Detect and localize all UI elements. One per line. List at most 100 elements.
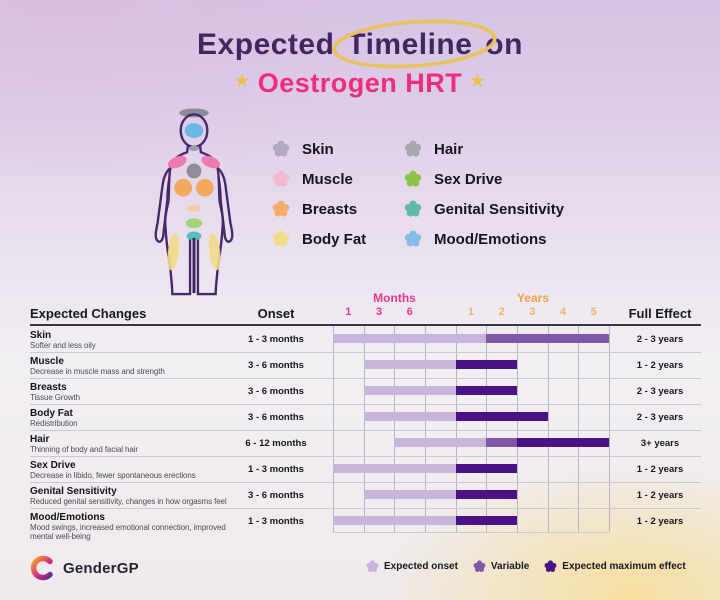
bar-segment-onset bbox=[333, 516, 456, 525]
legend-item-label: Genital Sensitivity bbox=[434, 201, 564, 218]
row-name: Skin bbox=[30, 330, 51, 341]
variable-flower-icon bbox=[473, 560, 486, 573]
legend-onset: Expected onset bbox=[366, 560, 458, 573]
bar-color-legend: Expected onset Variable Expected maximum e… bbox=[366, 560, 686, 573]
row-onset-value: 3 - 6 months bbox=[221, 360, 331, 371]
title-circled-word: Timeline bbox=[343, 28, 476, 62]
table-row-genital-sensitivity: Genital SensitivityReduced genital sensi… bbox=[0, 482, 720, 508]
sex-drive-flower-icon bbox=[404, 170, 422, 188]
year-tick-1: 1 bbox=[456, 306, 486, 318]
bar-segment-max bbox=[456, 516, 517, 525]
logo-text: GenderGP bbox=[63, 560, 139, 577]
row-full-effect-value: 2 - 3 years bbox=[614, 412, 706, 423]
table-row-hair: HairThinning of body and facial hair6 - … bbox=[0, 430, 720, 456]
star-icon: ★ bbox=[462, 73, 493, 90]
bar-segment-onset bbox=[364, 490, 456, 499]
row-name: Genital Sensitivity bbox=[30, 486, 117, 497]
row-separator bbox=[30, 456, 701, 457]
muscle-flower-icon bbox=[272, 170, 290, 188]
skin-spot bbox=[187, 164, 202, 179]
row-name: Body Fat bbox=[30, 408, 73, 419]
mood-emotions-flower-icon bbox=[404, 230, 422, 248]
year-tick-4: 4 bbox=[548, 306, 578, 318]
table-row-breasts: BreastsTissue Growth3 - 6 months2 - 3 ye… bbox=[0, 378, 720, 404]
months-axis-label: Months bbox=[333, 291, 456, 305]
throat-spot bbox=[189, 146, 199, 152]
row-separator bbox=[30, 404, 701, 405]
bar-segment-onset bbox=[333, 464, 456, 473]
legend-item-body-fat: Body Fat bbox=[272, 229, 366, 249]
hair-spot bbox=[179, 108, 209, 117]
row-separator bbox=[30, 352, 701, 353]
page-subtitle: ★Oestrogen HRT★ bbox=[0, 68, 720, 99]
row-description: Decrease in muscle mass and strength bbox=[30, 367, 245, 376]
bar-segment-variable bbox=[486, 334, 609, 343]
skin-flower-icon bbox=[272, 140, 290, 158]
row-onset-value: 1 - 3 months bbox=[221, 516, 331, 527]
bodyfat-spot-right bbox=[207, 232, 222, 270]
star-icon: ★ bbox=[227, 73, 258, 90]
legend-item-muscle: Muscle bbox=[272, 169, 353, 189]
row-full-effect-value: 2 - 3 years bbox=[614, 334, 706, 345]
legend-onset-label: Expected onset bbox=[384, 561, 458, 572]
bar-segment-onset bbox=[364, 360, 456, 369]
years-axis-label: Years bbox=[456, 291, 610, 305]
genital-sensitivity-flower-icon bbox=[404, 200, 422, 218]
row-name: Muscle bbox=[30, 356, 64, 367]
row-separator bbox=[30, 482, 701, 483]
row-description: Thinning of body and facial hair bbox=[30, 445, 245, 454]
breast-spot-left bbox=[174, 179, 192, 197]
bar-segment-onset bbox=[364, 386, 456, 395]
column-header-expected-changes: Expected Changes bbox=[30, 306, 146, 321]
body-fat-flower-icon bbox=[272, 230, 290, 248]
page-title: Expected Timeline on bbox=[0, 28, 720, 62]
title-pre: Expected bbox=[197, 28, 334, 61]
body-figure-illustration bbox=[130, 106, 258, 298]
month-tick-6: 6 bbox=[395, 306, 425, 318]
bodyfat-spot-left bbox=[166, 232, 181, 270]
bar-segment-variable bbox=[486, 438, 517, 447]
bar-segment-max bbox=[456, 386, 517, 395]
title-post: on bbox=[485, 28, 523, 61]
row-description: Decrease in libido, fewer spontaneous er… bbox=[30, 471, 245, 480]
month-tick-3: 3 bbox=[364, 306, 394, 318]
row-separator bbox=[30, 508, 701, 509]
row-onset-value: 6 - 12 months bbox=[221, 438, 331, 449]
row-name: Breasts bbox=[30, 382, 67, 393]
row-name: Sex Drive bbox=[30, 460, 76, 471]
row-description: Tissue Growth bbox=[30, 393, 245, 402]
row-full-effect-value: 1 - 2 years bbox=[614, 490, 706, 501]
row-description: Mood swings, increased emotional connect… bbox=[30, 523, 245, 541]
year-tick-2: 2 bbox=[487, 306, 517, 318]
table-row-muscle: MuscleDecrease in muscle mass and streng… bbox=[0, 352, 720, 378]
row-separator bbox=[30, 430, 701, 431]
row-onset-value: 1 - 3 months bbox=[221, 464, 331, 475]
bar-segment-onset bbox=[364, 412, 456, 421]
row-description: Softer and less oily bbox=[30, 341, 245, 350]
row-full-effect-value: 1 - 2 years bbox=[614, 464, 706, 475]
legend-item-label: Breasts bbox=[302, 201, 357, 218]
bar-segment-max bbox=[517, 438, 609, 447]
bar-segment-onset bbox=[333, 334, 486, 343]
legend-max-label: Expected maximum effect bbox=[562, 561, 685, 572]
year-tick-3: 3 bbox=[517, 306, 547, 318]
legend-item-genital-sensitivity: Genital Sensitivity bbox=[404, 199, 564, 219]
infographic-root: Expected Timeline on ★Oestrogen HRT★ bbox=[0, 0, 720, 600]
mood-spot bbox=[185, 123, 204, 138]
year-tick-5: 5 bbox=[579, 306, 609, 318]
onset-flower-icon bbox=[366, 560, 379, 573]
table-row-body-fat: Body FatRedistribution3 - 6 months2 - 3 … bbox=[0, 404, 720, 430]
legend-item-label: Skin bbox=[302, 141, 334, 158]
subtitle-text: Oestrogen HRT bbox=[258, 68, 463, 98]
row-onset-value: 3 - 6 months bbox=[221, 412, 331, 423]
table-row-skin: SkinSofter and less oily1 - 3 months2 - … bbox=[0, 326, 720, 352]
breast-spot-right bbox=[196, 179, 214, 197]
legend-max: Expected maximum effect bbox=[544, 560, 685, 573]
legend-variable-label: Variable bbox=[491, 561, 529, 572]
month-tick-1: 1 bbox=[333, 306, 363, 318]
column-header-onset: Onset bbox=[221, 306, 331, 321]
row-onset-value: 3 - 6 months bbox=[221, 386, 331, 397]
legend-item-breasts: Breasts bbox=[272, 199, 357, 219]
legend-item-label: Mood/Emotions bbox=[434, 231, 547, 248]
sexdrive-spot bbox=[186, 218, 203, 228]
